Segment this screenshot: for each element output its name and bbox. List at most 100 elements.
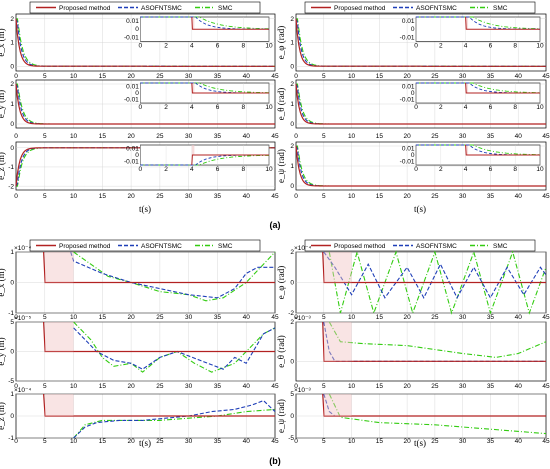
x-tick-label: 20 [127, 73, 135, 80]
x-tick-label: 25 [431, 133, 439, 140]
shaded-region [45, 252, 74, 283]
x-tick-label: 5 [322, 73, 326, 80]
legend-asofntsmc: ASOFNTSMC [416, 5, 457, 12]
y-tick-label: 2 [290, 319, 294, 326]
legend-a-right: Proposed method ASOFNTSMC SMC [304, 1, 536, 14]
x-tick-label: 15 [376, 314, 384, 321]
x-tick-label: 25 [431, 438, 439, 445]
x-tick-label: 0 [14, 73, 18, 80]
inset-x-tick-label: 10 [536, 104, 544, 111]
x-tick-label: 10 [348, 438, 356, 445]
x-tick-label: 45 [271, 438, 279, 445]
x-tick-label: 15 [99, 314, 107, 321]
y-tick-label: -5 [288, 435, 294, 442]
y-exponent: ×10⁻⁴ [294, 245, 311, 252]
x-tick-label: 20 [127, 383, 135, 390]
x-tick-label: 20 [127, 133, 135, 140]
x-tick-label: 10 [348, 314, 356, 321]
inset-shade [465, 17, 469, 30]
x-tick-label: 35 [214, 438, 222, 445]
inset-series-proposed [191, 16, 269, 30]
x-tick-label: 15 [376, 193, 384, 200]
inset-shade [191, 83, 195, 94]
legend-proposed: Proposed method [334, 5, 386, 12]
inset-y-tick-label: 0.01 [402, 145, 415, 152]
x-tick-label: 40 [515, 193, 523, 200]
y-tick-label: 2 [290, 16, 294, 23]
y-tick-label: 0 [10, 121, 14, 128]
inset-x-tick-label: 6 [489, 104, 493, 111]
x-tick-label: 5 [322, 133, 326, 140]
x-tick-label: 30 [185, 383, 193, 390]
series-asofntsmc [323, 251, 547, 299]
x-tick-label: 15 [376, 438, 384, 445]
y-exponent: ×10⁻⁴ [14, 245, 31, 252]
ylabel: e_φ (rad) [276, 266, 286, 299]
x-tick-label: 20 [403, 133, 411, 140]
series-proposed [43, 251, 275, 284]
x-tick-label: 25 [431, 383, 439, 390]
ylabel: e_y (m) [0, 337, 6, 365]
x-tick-label: 5 [322, 314, 326, 321]
y-tick-label: 2 [290, 249, 294, 256]
x-tick-label: 30 [459, 73, 467, 80]
series-asofntsmc [73, 327, 276, 370]
series-smc [328, 249, 547, 315]
series-asofntsmc [323, 393, 546, 417]
x-tick-label: 10 [70, 133, 78, 140]
inset-series-proposed [465, 144, 540, 156]
y-tick-label: 0 [290, 359, 294, 366]
panel-label-a: (a) [270, 220, 281, 230]
subplot-a-left-3: 0-1-20 5 10 15 20 25 30 35 40 45e_z (m)0.010-0.01… [0, 141, 279, 200]
x-tick-label: 25 [431, 193, 439, 200]
inset-y-tick-label: -0.01 [124, 97, 139, 104]
legend-a-left: Proposed method ASOFNTSMC SMC [29, 1, 261, 14]
x-tick-label: 25 [431, 314, 439, 321]
inset-x-tick-label: 0 [139, 42, 143, 49]
axes-frame [15, 141, 276, 191]
x-tick-label: 25 [156, 193, 164, 200]
inset-shade [465, 145, 469, 156]
xlabel-b-right: t(s) [414, 438, 426, 448]
inset-x-tick-label: 4 [464, 166, 468, 173]
x-tick-label: 25 [431, 73, 439, 80]
x-tick-label: 35 [487, 383, 495, 390]
inset-y-tick-label: -0.01 [400, 159, 415, 166]
y-tick-label: 5 [10, 319, 14, 326]
x-tick-label: 30 [459, 438, 467, 445]
x-tick-label: 20 [127, 193, 135, 200]
x-tick-label: 35 [214, 193, 222, 200]
inset-x-tick-label: 4 [190, 104, 194, 111]
x-tick-label: 20 [403, 314, 411, 321]
x-tick-label: 45 [271, 133, 279, 140]
ylabel: e_y (m) [0, 90, 6, 118]
x-tick-label: 40 [515, 133, 523, 140]
x-tick-label: 30 [185, 73, 193, 80]
x-tick-label: 40 [243, 73, 251, 80]
inset-shade [465, 83, 469, 94]
series-proposed [295, 145, 546, 187]
y-exponent: ×10⁻⁴ [14, 387, 31, 394]
inset-y-tick-label: -0.01 [400, 97, 415, 104]
inset-x-tick-label: 4 [464, 104, 468, 111]
x-tick-label: 20 [127, 438, 135, 445]
series-proposed [15, 18, 275, 67]
legend-asofntsmc: ASOFNTSMC [416, 243, 457, 250]
y-tick-label: -1 [8, 435, 14, 442]
x-tick-label: 30 [185, 193, 193, 200]
ylabel: e_x (m) [0, 28, 6, 56]
y-tick-label: 2 [10, 16, 14, 23]
inset-x-tick-label: 10 [536, 166, 544, 173]
legend-smc: SMC [493, 243, 508, 250]
inset-y-tick-label: 0.01 [126, 18, 139, 25]
legend-smc: SMC [493, 5, 508, 12]
inset-y-tick-label: -0.01 [124, 159, 139, 166]
x-tick-label: 15 [376, 133, 384, 140]
y-tick-label: 1 [290, 101, 294, 108]
